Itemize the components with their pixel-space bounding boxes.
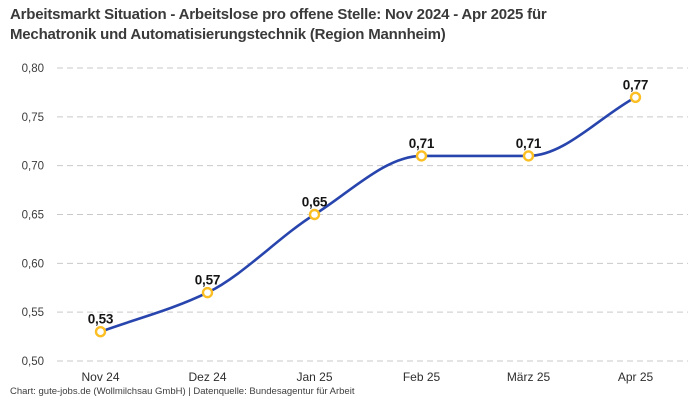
data-point-marker [201, 286, 214, 299]
y-axis-tick-label: 0,70 [22, 161, 44, 173]
data-point-value-label: 0,71 [516, 136, 542, 151]
y-axis-tick-label: 0,55 [22, 307, 44, 319]
data-point-value-label: 0,65 [302, 195, 328, 210]
x-axis-tick-label: Nov 24 [81, 370, 119, 384]
data-point-value-label: 0,53 [88, 312, 114, 327]
y-axis-tick-label: 0,50 [22, 356, 44, 368]
y-axis-tick-label: 0,80 [22, 63, 44, 75]
x-axis-tick-label: Apr 25 [618, 370, 654, 384]
chart-title: Arbeitsmarkt Situation - Arbeitslose pro… [10, 5, 547, 45]
data-point-value-label: 0,77 [623, 77, 648, 92]
x-axis-tick-label: Dez 24 [188, 370, 226, 384]
x-axis-tick-label: Feb 25 [403, 370, 441, 384]
data-point-value-label: 0,71 [409, 136, 435, 151]
data-point-value-label: 0,57 [195, 273, 220, 288]
data-point-marker [629, 91, 642, 104]
chart-footer: Chart: gute-jobs.de (Wollmilchsau GmbH) … [10, 386, 355, 397]
y-axis-tick-label: 0,65 [22, 210, 44, 222]
data-point-marker [94, 326, 107, 338]
chart-title-line2: Mechatronik und Automatisierungstechnik … [10, 26, 446, 43]
y-axis-tick-label: 0,75 [22, 112, 44, 124]
x-axis-tick-label: Jan 25 [296, 370, 332, 384]
chart-title-line1: Arbeitsmarkt Situation - Arbeitslose pro… [10, 6, 547, 23]
data-point-marker [415, 150, 428, 162]
y-axis-tick-label: 0,60 [22, 258, 44, 270]
x-axis-tick-label: März 25 [507, 370, 551, 384]
data-point-marker [308, 208, 321, 221]
data-line [99, 96, 637, 333]
data-point-marker [522, 150, 535, 162]
